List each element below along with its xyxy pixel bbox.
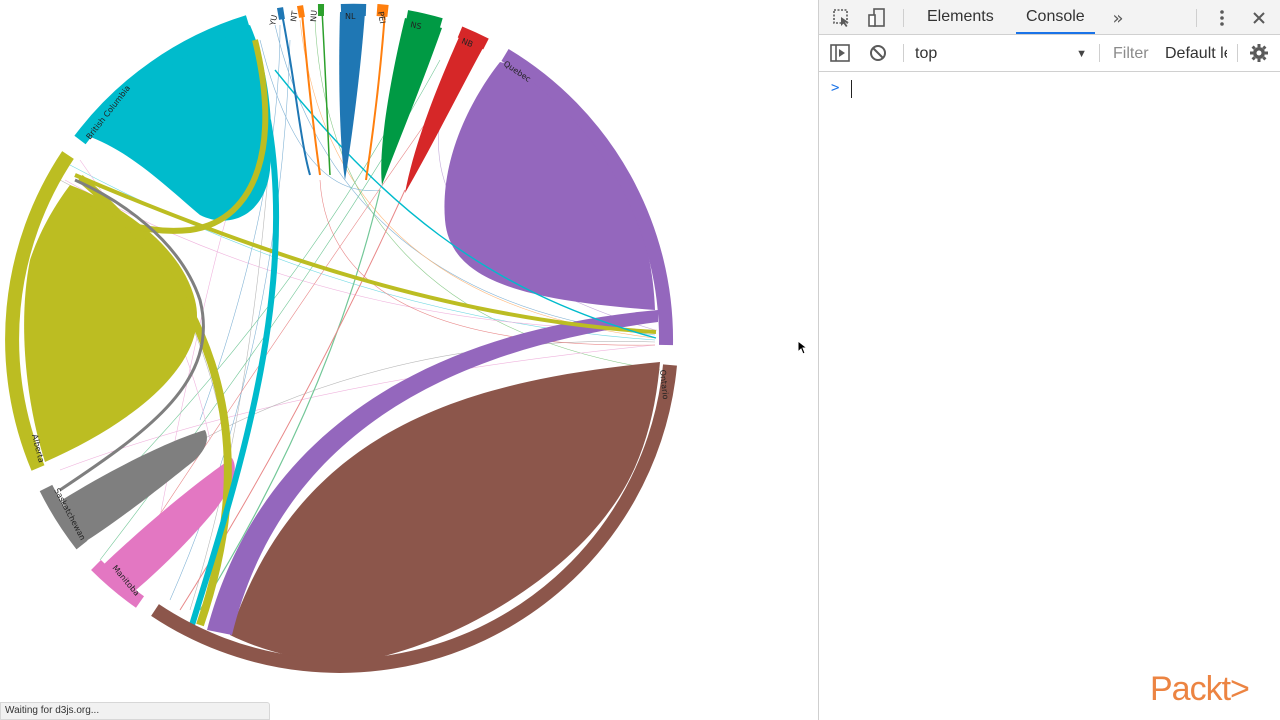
toolbar-divider [903,44,904,62]
log-levels-dropdown[interactable]: Default levels [1165,41,1227,67]
clear-console-icon[interactable] [867,42,889,64]
chord-manitoba-self [100,458,235,595]
status-bar: Waiting for d3js.org... [0,702,270,720]
group-arcs [5,3,677,673]
filter-input[interactable]: Filter [1107,41,1161,67]
label-nb: NB [460,37,474,50]
chord-quebec-self [444,62,655,310]
chevron-down-icon: ▼ [1076,48,1087,60]
console-sidebar-icon[interactable] [829,42,851,64]
arc-pei [376,4,389,17]
arc-ontario [151,364,677,673]
log-levels-label: Default levels [1165,45,1227,62]
arc-alberta [5,151,74,471]
label-nt: NT [289,10,299,22]
tab-elements[interactable]: Elements [927,8,994,25]
console-toolbar: top ▼ Filter Default levels [819,35,1280,72]
arc-quebec [501,49,674,346]
gear-icon[interactable] [1248,42,1270,64]
chord-nu [321,9,331,176]
chord-bc-quebec [274,69,657,339]
context-select[interactable]: top ▼ [915,43,1087,65]
arc-nb [457,26,489,50]
filter-placeholder: Filter [1113,45,1149,62]
devtools-panel: Elements Console » top ▼ [818,0,1280,720]
chord-nt [301,11,321,176]
label-ns: NS [410,20,423,31]
toolbar-divider [1099,44,1100,62]
inspect-element-icon[interactable] [831,7,853,29]
chord-yu [281,13,311,176]
chord-nl [339,12,365,180]
label-pei: PEI [376,11,387,25]
more-tabs-icon[interactable]: » [1112,7,1124,29]
chord-alberta-self [24,185,198,462]
arc-ns [405,10,443,30]
arc-manitoba [91,559,145,608]
arc-nt [296,5,305,18]
toolbar-divider [903,9,904,27]
toolbar-divider [1196,9,1197,27]
console-prompt-icon: > [831,80,840,96]
chord-ns [381,18,442,185]
label-yu: YU [268,14,279,27]
chord-nb [405,35,483,193]
chord-sask-alberta [59,178,205,492]
browser-viewport: British Columbia YU NT NU NL PEI NS NB Q… [0,3,809,720]
chord-bc-self [85,25,272,221]
console-output[interactable]: > [819,72,1280,720]
arc-bc [74,15,251,145]
chord-ontario-self [230,362,660,665]
label-nu: NU [309,10,319,23]
chord-pei [365,11,386,181]
arc-sask [39,484,88,550]
mouse-cursor-icon [797,340,809,355]
packt-logo: Packt> [1150,670,1250,708]
chord-diagram: British Columbia YU NT NU NL PEI NS NB Q… [5,3,677,673]
label-ontario: Ontario [658,369,670,400]
arc-yu [276,7,285,20]
tab-console[interactable]: Console [1016,0,1095,34]
status-text: Waiting for d3js.org... [5,705,100,716]
label-nl: NL [345,12,356,21]
chord-alberta-quebec [74,173,657,334]
devtools-main-toolbar: Elements Console » [819,0,1280,35]
context-value: top [915,45,938,62]
chord-bc-ontario [189,119,280,626]
device-toolbar-icon[interactable] [866,7,888,29]
chord-quebec-ontario [207,310,658,635]
toolbar-divider [1237,44,1238,62]
console-caret [851,80,852,98]
chord-bc-alberta [67,39,269,234]
chord-sask-self [62,430,207,545]
close-icon[interactable] [1248,7,1270,29]
kebab-menu-icon[interactable] [1211,7,1233,29]
